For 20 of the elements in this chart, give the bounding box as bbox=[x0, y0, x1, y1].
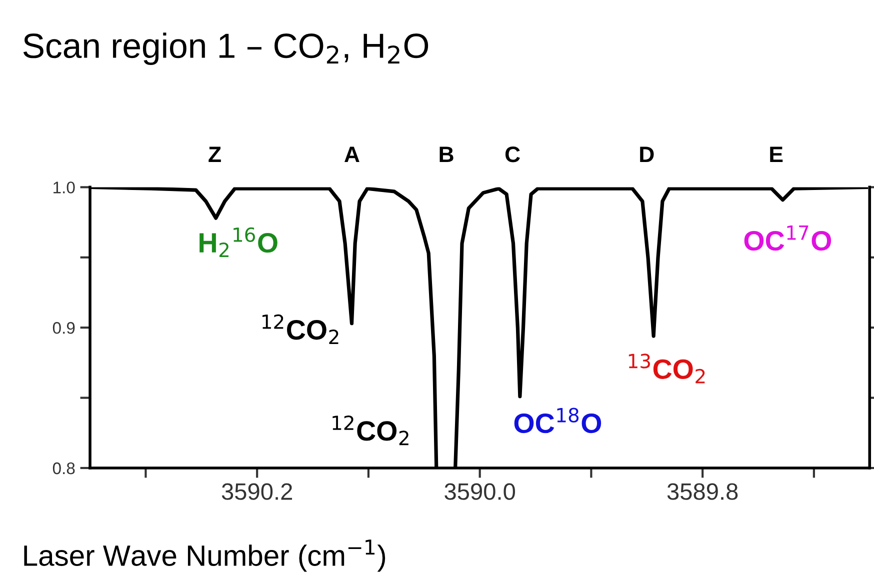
y-tick-label: 0.9 bbox=[52, 322, 75, 334]
text: B bbox=[440, 146, 454, 162]
text: E bbox=[770, 146, 783, 162]
text: D bbox=[640, 146, 654, 162]
annotation: OC$^{17}$O bbox=[744, 226, 832, 251]
text: A bbox=[344, 146, 360, 162]
annotation: $^{13}$CO$_{2}$ bbox=[628, 354, 705, 384]
x-tick-label: 3590.0 bbox=[444, 483, 516, 500]
x-tick-label: 3590.2 bbox=[222, 483, 292, 500]
x-axis-title: Laser Wave Number (cm$^{−1}$) bbox=[24, 540, 386, 572]
y-tick-label: 1.0 bbox=[54, 182, 75, 194]
annotation: H$_{2}$$^{16}$O bbox=[200, 227, 278, 257]
y-tick-label: 0.8 bbox=[52, 462, 75, 474]
text: C bbox=[505, 146, 520, 162]
annotation: $^{12}$CO$_{2}$ bbox=[332, 415, 408, 446]
annotation: $^{12}$CO$_{2}$ bbox=[262, 314, 338, 344]
x-tick-label: 3589.8 bbox=[667, 483, 738, 500]
annotation: OC$^{18}$O bbox=[514, 408, 602, 434]
text: Z bbox=[208, 146, 221, 162]
chart-title: Scan region 1 – CO$_{2}$, H$_{2}$O bbox=[23, 32, 428, 66]
